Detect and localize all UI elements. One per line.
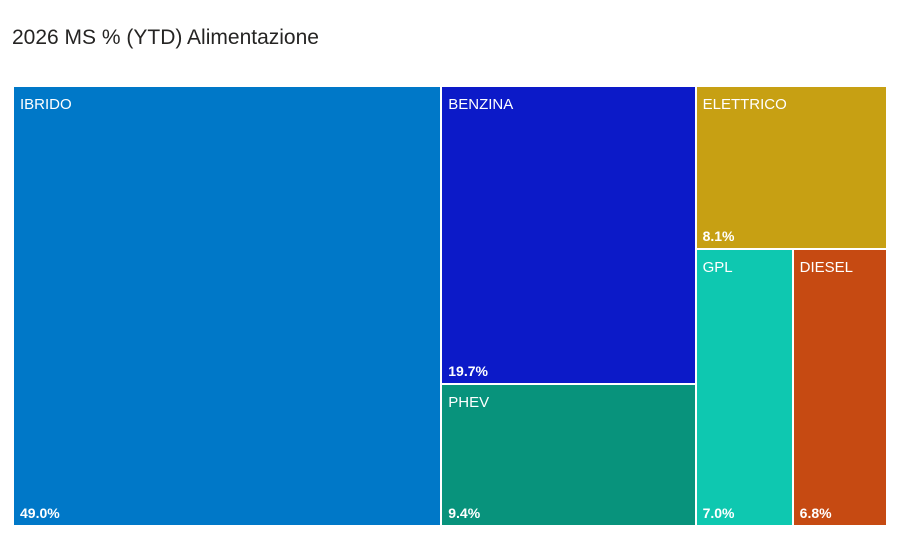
tile-benzina[interactable]: BENZINA 19.7%: [441, 86, 696, 384]
tile-value-elettrico: 8.1%: [702, 227, 735, 244]
tile-label-ibrido: IBRIDO: [20, 96, 72, 113]
tile-value-diesel: 6.8%: [799, 504, 832, 521]
treemap-chart: IBRIDO 49.0% BENZINA 19.7% PHEV 9.4% ELETTRICO…: [13, 86, 887, 526]
tile-ibrido[interactable]: IBRIDO 49.0%: [13, 86, 442, 526]
tile-label-gpl: GPL: [702, 258, 733, 276]
tile-label-benzina: BENZINA: [448, 96, 514, 113]
tile-gpl[interactable]: GPL 7.0%: [695, 248, 793, 526]
tile-value-benzina: 19.7%: [448, 362, 488, 379]
tile-value-ibrido: 49.0%: [20, 505, 60, 521]
tile-phev[interactable]: PHEV 9.4%: [441, 383, 696, 526]
tile-label-elettrico: ELETTRICO: [702, 96, 787, 113]
tile-label-diesel: DIESEL: [799, 258, 854, 276]
tile-diesel[interactable]: DIESEL 6.8%: [792, 248, 887, 526]
tile-value-phev: 9.4%: [448, 504, 481, 521]
tile-elettrico[interactable]: ELETTRICO 8.1%: [695, 86, 887, 249]
tile-value-gpl: 7.0%: [702, 504, 735, 521]
tile-label-phev: PHEV: [448, 393, 490, 411]
chart-title: 2026 MS % (YTD) Alimentazione: [12, 26, 319, 49]
